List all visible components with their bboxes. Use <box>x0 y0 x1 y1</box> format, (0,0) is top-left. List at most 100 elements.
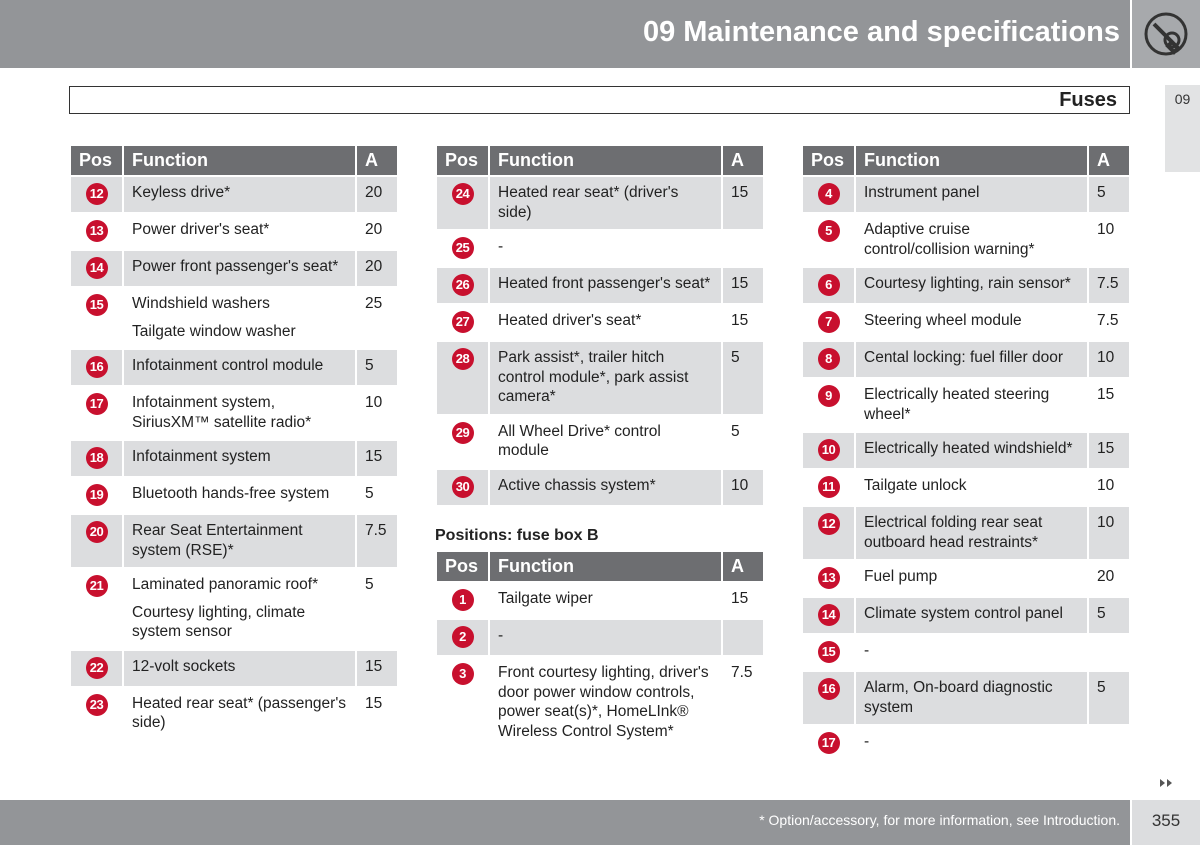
amp-cell: 15 <box>355 439 399 478</box>
fuse-table-block: Pos Function A 12 Keyless drive* 20 13 Power dr… <box>69 144 399 742</box>
pos-cell: 13 <box>801 559 856 598</box>
function-cell: Adaptive cruise control/collision warnin… <box>854 212 1089 268</box>
function-cell: Steering wheel module <box>854 303 1089 342</box>
function-cell: Power front passenger's seat* <box>122 249 357 288</box>
function-cell: Keyless drive* <box>122 175 357 214</box>
amp-cell: 20 <box>355 175 399 214</box>
fuse-table-block: Positions: fuse box B Pos Function A 1 Tailga… <box>435 527 765 750</box>
fuse-number: 18 <box>85 447 108 469</box>
function-cell: Infotainment system <box>122 439 357 478</box>
fuse-row: 26 Heated front passenger's seat* 15 <box>435 266 765 305</box>
chapter-title: 09 Maintenance and specifications <box>642 16 1120 48</box>
pos-cell: 22 <box>69 648 124 688</box>
fuse-number: 16 <box>817 678 840 700</box>
amp-cell: 5 <box>355 348 399 387</box>
pos-cell: 17 <box>69 385 124 441</box>
column-header: Pos <box>435 550 490 583</box>
function-text: Active chassis system* <box>498 476 656 494</box>
amperage: 7.5 <box>1097 275 1119 292</box>
amperage: 7.5 <box>1097 312 1119 329</box>
amperage: 25 <box>365 295 383 312</box>
amp-cell: 20 <box>355 249 399 288</box>
column-header: Function <box>488 550 723 583</box>
column-header: Pos <box>801 144 856 177</box>
table-head: Pos Function A <box>435 550 765 583</box>
amp-cell: 15 <box>1087 377 1131 433</box>
footer-bar <box>0 800 1130 845</box>
amperage: 15 <box>365 448 383 465</box>
fuse-number: 20 <box>85 521 108 543</box>
pos-cell: 7 <box>801 303 856 342</box>
amperage: 20 <box>365 258 383 275</box>
column-header: A <box>355 144 399 177</box>
fuse-row: 18 Infotainment system 15 <box>69 439 399 478</box>
amp-cell: 20 <box>1087 559 1131 598</box>
fuse-number: 21 <box>85 575 108 597</box>
amp-cell: 20 <box>355 212 399 251</box>
wrench-icon <box>1144 12 1188 56</box>
function-cell: Heated driver's seat* <box>488 303 723 342</box>
function-text: Park assist*, trailer hitch control modu… <box>498 349 689 405</box>
function-text: Bluetooth hands-free system <box>132 485 330 502</box>
amperage: 20 <box>365 221 383 238</box>
pos-cell: 18 <box>69 439 124 478</box>
fuse-number: 26 <box>451 274 474 296</box>
fuse-number: 1 <box>451 589 474 611</box>
function-text: 12-volt sockets <box>132 657 236 675</box>
fuse-number: 17 <box>85 393 108 415</box>
fuse-row: 27 Heated driver's seat* 15 <box>435 303 765 342</box>
function-text: Tailgate unlock <box>864 477 967 494</box>
function-text: Courtesy lighting, climate system sensor <box>132 603 306 641</box>
column-header: A <box>721 144 765 177</box>
function-text: Infotainment control module <box>132 357 324 374</box>
fuse-row: 15 Windshield washers Tailgate window wash… <box>69 286 399 350</box>
fuse-number: 7 <box>817 311 840 333</box>
amp-cell: 10 <box>1087 212 1131 268</box>
fuse-table: Pos Function A 24 Heated rear seat* (driver'… <box>435 144 765 507</box>
function-text: - <box>864 642 870 659</box>
fuse-row: 3 Front courtesy lighting, driver's door … <box>435 655 765 750</box>
fuse-number: 23 <box>85 693 108 716</box>
fuse-row: 6 Courtesy lighting, rain sensor* 7.5 <box>801 266 1131 305</box>
amp-cell: 7.5 <box>1087 266 1131 305</box>
pos-cell: 23 <box>69 685 124 742</box>
pos-cell: 11 <box>801 468 856 507</box>
function-cell: Electrical folding rear seat outboard he… <box>854 505 1089 561</box>
amperage: 15 <box>731 184 749 201</box>
amperage: 10 <box>1097 349 1115 366</box>
function-text: Infotainment system <box>132 448 271 465</box>
fuse-row: 10 Electrically heated windshield* 15 <box>801 431 1131 470</box>
fuse-table: Pos Function A 4 Instrument panel 5 5 Adaptive … <box>801 144 1131 763</box>
fuse-number: 27 <box>451 311 474 333</box>
fuse-number: 2 <box>451 626 474 648</box>
continue-arrows <box>1160 779 1172 787</box>
pos-cell: 4 <box>801 175 856 214</box>
amp-cell: 10 <box>721 467 765 507</box>
amperage: 15 <box>365 657 383 675</box>
amperage: 10 <box>1097 221 1115 238</box>
fuse-number: 17 <box>817 732 840 754</box>
table-heading: Positions: fuse box B <box>435 527 599 544</box>
fuse-row: 16 Alarm, On-board diagnostic system 5 <box>801 670 1131 726</box>
function-cell: Electrically heated steering wheel* <box>854 377 1089 433</box>
function-cell: Climate system control panel <box>854 596 1089 635</box>
function-cell: Instrument panel <box>854 175 1089 214</box>
amperage: 10 <box>1097 477 1115 494</box>
fuse-row: 14 Climate system control panel 5 <box>801 596 1131 635</box>
amperage: 15 <box>731 275 749 292</box>
function-text: Electrically heated steering wheel* <box>864 386 1050 423</box>
column-header: Function <box>488 144 723 177</box>
function-cell: Windshield washers Tailgate window washer <box>122 286 357 350</box>
fuse-row: 14 Power front passenger's seat* 20 <box>69 249 399 288</box>
fuse-number: 5 <box>817 220 840 242</box>
amp-cell: 7.5 <box>1087 303 1131 342</box>
function-text: Alarm, On-board diagnostic system <box>864 679 1053 716</box>
pos-cell: 15 <box>801 633 856 672</box>
pos-cell: 8 <box>801 340 856 379</box>
amp-cell: 15 <box>355 685 399 742</box>
header-row: Pos Function A <box>69 144 399 177</box>
fuse-number: 15 <box>817 641 840 663</box>
function-text: - <box>498 627 504 644</box>
amperage: 5 <box>365 485 374 502</box>
amperage: 10 <box>1097 514 1115 531</box>
